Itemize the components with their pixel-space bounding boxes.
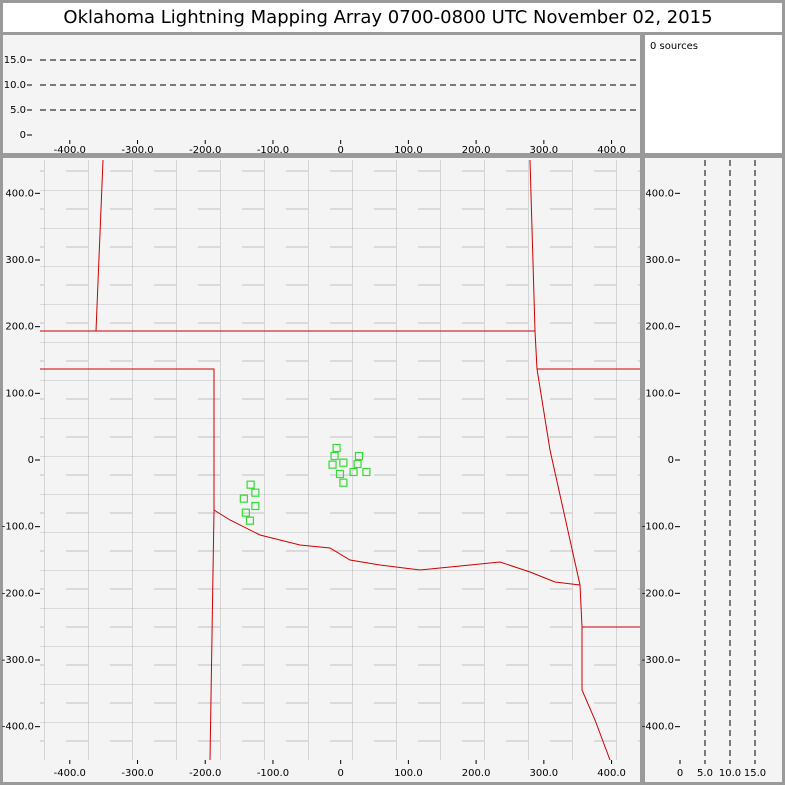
station bbox=[330, 451, 339, 461]
y-tick-label: 400.0 bbox=[5, 188, 34, 199]
y-tick-label: 15.0 bbox=[4, 55, 26, 66]
station bbox=[239, 494, 248, 503]
station bbox=[241, 508, 250, 517]
title-band bbox=[3, 3, 782, 32]
station bbox=[339, 458, 348, 467]
y-tick-label: 300.0 bbox=[645, 255, 674, 266]
y-tick-label: 200.0 bbox=[645, 322, 674, 333]
station bbox=[332, 443, 341, 453]
y-tick-label: 0 bbox=[668, 455, 674, 466]
y-tick-label: 0 bbox=[20, 130, 26, 141]
y-tick-label: 100.0 bbox=[645, 388, 674, 399]
station bbox=[339, 478, 348, 487]
station bbox=[335, 469, 345, 479]
x-tick-label: 400.0 bbox=[597, 768, 626, 779]
sources-count: 0 sources bbox=[650, 41, 698, 52]
x-tick-label: -400.0 bbox=[54, 768, 86, 779]
x-tick-label: 0 bbox=[337, 768, 343, 779]
y-tick-label: 0 bbox=[28, 455, 34, 466]
x-tick-label: 300.0 bbox=[530, 145, 559, 156]
x-tick-label: -100.0 bbox=[257, 145, 289, 156]
x-tick-label: -400.0 bbox=[54, 145, 86, 156]
altitude-panel bbox=[3, 35, 640, 153]
y-tick-label: -100.0 bbox=[2, 522, 34, 533]
station bbox=[246, 480, 255, 489]
x-tick-label: 5.0 bbox=[697, 768, 713, 779]
side-panel bbox=[645, 158, 782, 782]
state-borders bbox=[40, 160, 640, 760]
x-tick-label: 100.0 bbox=[394, 768, 423, 779]
x-tick-label: 0 bbox=[677, 768, 683, 779]
x-tick-label: 300.0 bbox=[530, 768, 559, 779]
title: Oklahoma Lightning Mapping Array 0700-08… bbox=[63, 7, 712, 28]
y-tick-label: 5.0 bbox=[10, 105, 26, 116]
x-tick-label: -300.0 bbox=[121, 145, 153, 156]
y-tick-label: -400.0 bbox=[2, 722, 34, 733]
y-tick-label: 100.0 bbox=[5, 388, 34, 399]
station bbox=[362, 467, 371, 477]
station bbox=[245, 516, 255, 525]
x-tick-label: 100.0 bbox=[394, 145, 423, 156]
y-tick-label: 10.0 bbox=[4, 80, 26, 91]
y-tick-label: 300.0 bbox=[5, 255, 34, 266]
station bbox=[353, 459, 362, 469]
x-tick-label: 10.0 bbox=[719, 768, 741, 779]
x-tick-label: -300.0 bbox=[121, 768, 153, 779]
x-tick-label: 0 bbox=[337, 145, 343, 156]
y-tick-label: 200.0 bbox=[5, 322, 34, 333]
y-tick-label: -400.0 bbox=[642, 722, 674, 733]
x-tick-label: 200.0 bbox=[462, 145, 491, 156]
station bbox=[349, 467, 358, 477]
sources-box bbox=[645, 35, 782, 153]
x-tick-label: 400.0 bbox=[597, 145, 626, 156]
y-tick-label: -100.0 bbox=[642, 522, 674, 533]
station bbox=[328, 460, 337, 469]
x-tick-label: 200.0 bbox=[462, 768, 491, 779]
y-tick-label: -300.0 bbox=[2, 655, 34, 666]
x-tick-label: 15.0 bbox=[744, 768, 766, 779]
x-tick-label: -200.0 bbox=[189, 145, 221, 156]
y-tick-label: -200.0 bbox=[642, 588, 674, 599]
y-tick-label: -300.0 bbox=[642, 655, 674, 666]
x-tick-label: -200.0 bbox=[189, 768, 221, 779]
station bbox=[251, 488, 260, 497]
y-tick-label: -200.0 bbox=[2, 588, 34, 599]
y-tick-label: 400.0 bbox=[645, 188, 674, 199]
station bbox=[354, 451, 364, 461]
station bbox=[251, 501, 260, 511]
x-tick-label: -100.0 bbox=[257, 768, 289, 779]
